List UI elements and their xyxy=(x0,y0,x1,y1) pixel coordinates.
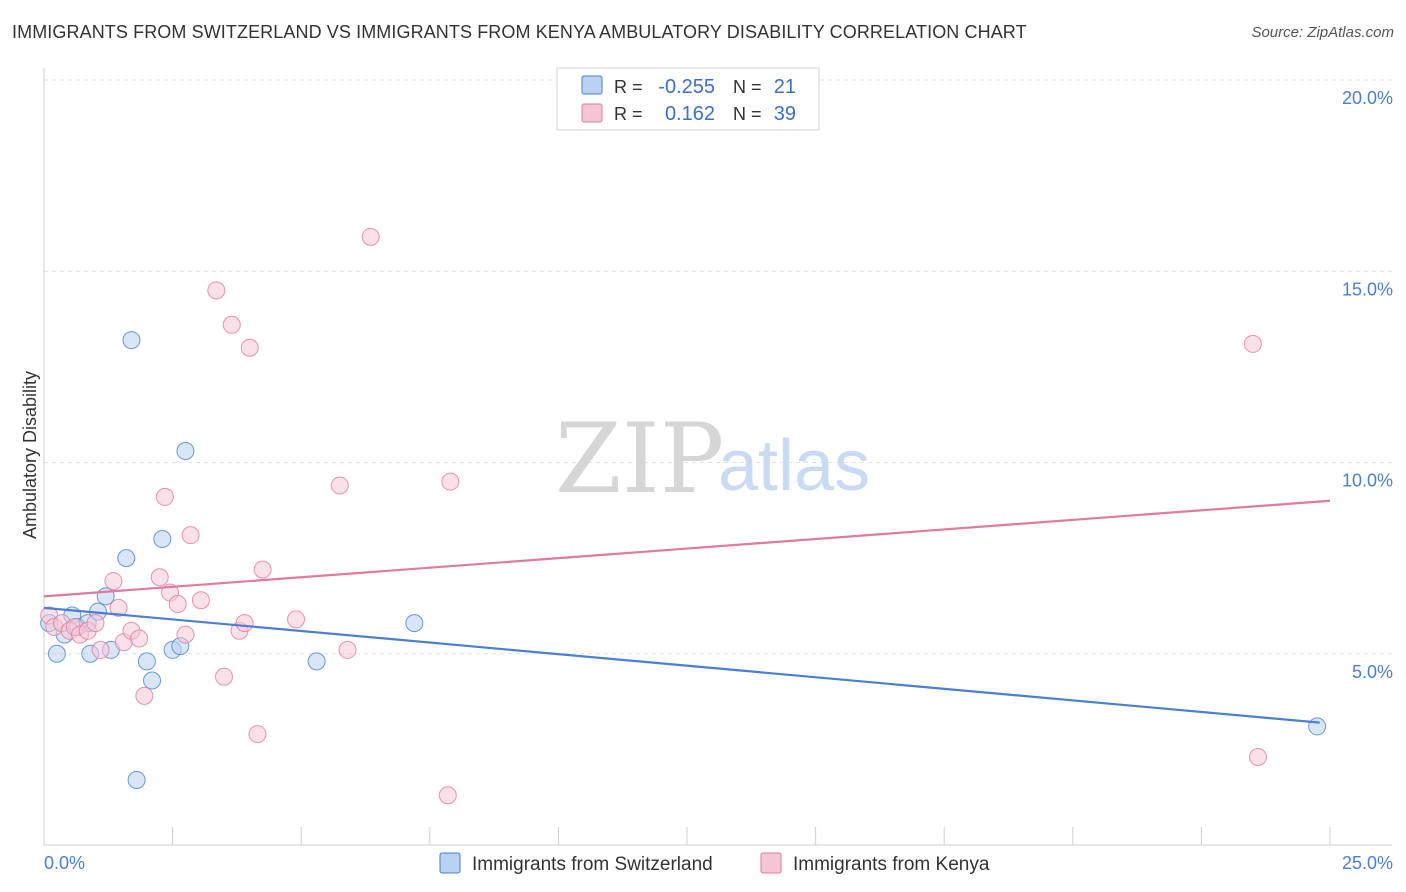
stats-n-label-switzerland: N = xyxy=(733,77,762,97)
trend-line-switzerland xyxy=(43,606,1320,724)
stats-n-value-kenya: 39 xyxy=(774,103,796,125)
stats-n-label-kenya: N = xyxy=(733,104,762,124)
stats-r-label-switzerland: R = xyxy=(614,77,643,97)
legend-label-switzerland: Immigrants from Switzerland xyxy=(472,854,713,875)
point-kenya xyxy=(330,476,349,495)
stats-swatch-kenya xyxy=(581,103,603,123)
stats-r-value-kenya: 0.162 xyxy=(665,103,715,125)
point-switzerland xyxy=(176,442,195,461)
point-kenya xyxy=(207,281,226,300)
point-switzerland xyxy=(143,671,162,690)
point-kenya xyxy=(253,560,272,579)
point-kenya xyxy=(150,568,169,587)
point-kenya xyxy=(222,315,241,334)
point-kenya xyxy=(248,725,267,744)
watermark-atlas: atlas xyxy=(718,426,870,506)
point-kenya xyxy=(130,629,149,648)
y-axis-label: Ambulatory Disability xyxy=(20,371,40,539)
point-kenya xyxy=(441,472,460,491)
trend-lines xyxy=(43,499,1331,724)
y-tick-label: 10.0% xyxy=(1342,471,1393,491)
point-kenya xyxy=(287,610,306,629)
point-kenya xyxy=(1248,748,1267,767)
point-switzerland xyxy=(405,614,424,633)
point-kenya xyxy=(1243,334,1262,353)
point-kenya xyxy=(109,598,128,617)
point-kenya xyxy=(240,338,259,357)
y-tick-labels: 5.0% 10.0% 15.0% 20.0% xyxy=(1342,88,1393,682)
y-tick-label: 20.0% xyxy=(1342,88,1393,108)
stats-legend: R = -0.255 N = 21 R = 0.162 N = 39 xyxy=(556,67,820,131)
series-legend: Immigrants from Switzerland Immigrants f… xyxy=(439,852,990,875)
x-tick-label-max: 25.0% xyxy=(1342,853,1393,873)
x-tick-label-min: 0.0% xyxy=(44,853,85,873)
trend-line-kenya xyxy=(43,499,1331,598)
source-credit: Source: ZipAtlas.com xyxy=(1251,24,1394,41)
stats-n-value-switzerland: 21 xyxy=(774,76,796,98)
point-kenya xyxy=(104,572,123,591)
legend-swatch-switzerland xyxy=(439,852,461,874)
y-tick-label: 5.0% xyxy=(1352,662,1393,682)
x-tick-labels: 0.0% 25.0% xyxy=(44,853,1393,873)
point-kenya xyxy=(86,614,105,633)
point-switzerland xyxy=(117,549,136,568)
legend-label-kenya: Immigrants from Kenya xyxy=(793,854,990,875)
point-switzerland xyxy=(153,530,172,548)
point-switzerland xyxy=(122,331,141,350)
chart-title: IMMIGRANTS FROM SWITZERLAND VS IMMIGRANT… xyxy=(12,22,1027,42)
point-kenya xyxy=(338,640,357,659)
point-switzerland xyxy=(47,644,66,663)
point-kenya xyxy=(155,487,174,506)
stats-swatch-switzerland xyxy=(581,75,603,95)
point-kenya xyxy=(181,526,200,545)
legend-swatch-kenya xyxy=(760,852,782,874)
point-kenya xyxy=(361,227,380,246)
y-tick-label: 15.0% xyxy=(1342,279,1393,299)
point-kenya xyxy=(235,614,254,633)
point-switzerland xyxy=(127,770,146,789)
point-kenya xyxy=(176,625,195,644)
point-kenya xyxy=(135,686,154,705)
point-switzerland xyxy=(137,652,156,671)
stats-r-value-switzerland: -0.255 xyxy=(658,76,715,98)
watermark: ZIP atlas xyxy=(555,403,870,515)
point-switzerland xyxy=(1308,717,1327,736)
point-kenya xyxy=(91,640,110,659)
watermark-zip: ZIP xyxy=(555,403,724,515)
point-kenya xyxy=(215,667,234,686)
gridlines xyxy=(44,79,1392,655)
stats-r-label-kenya: R = xyxy=(614,104,643,124)
axes xyxy=(43,68,1392,846)
point-kenya xyxy=(438,786,457,805)
point-kenya xyxy=(168,595,187,614)
point-switzerland xyxy=(307,652,326,671)
point-kenya xyxy=(191,591,210,610)
